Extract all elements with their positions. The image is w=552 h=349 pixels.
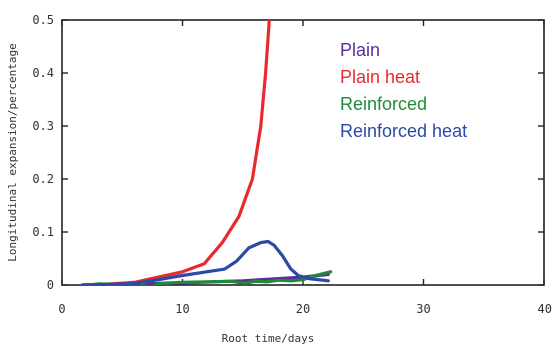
x-axis-title: Root time/days (222, 332, 315, 345)
y-tick-label: 0.1 (32, 225, 54, 239)
y-tick-label: 0.3 (32, 119, 54, 133)
x-tick-label: 10 (175, 302, 189, 316)
series-lines (80, 20, 333, 285)
x-tick-label: 20 (296, 302, 310, 316)
x-tick-label: 0 (58, 302, 65, 316)
y-axis-title: Longitudinal expansion/percentage (6, 43, 19, 262)
series-line-reinforced-heat (80, 239, 330, 285)
legend-label-reinforced-heat: Reinforced heat (340, 121, 467, 141)
y-tick-label: 0.5 (32, 13, 54, 27)
legend: Plain Plain heat Reinforced Reinforced heat (340, 40, 467, 141)
x-tick-label: 40 (538, 302, 552, 316)
legend-label-plain-heat: Plain heat (340, 67, 420, 87)
legend-label-reinforced: Reinforced (340, 94, 427, 114)
x-tick-label: 30 (416, 302, 430, 316)
y-tick-label: 0 (47, 278, 54, 292)
y-tick-label: 0.2 (32, 172, 54, 186)
y-axis-ticks: 0 0.1 0.2 0.3 0.4 0.5 (32, 13, 544, 292)
legend-label-plain: Plain (340, 40, 380, 60)
y-tick-label: 0.4 (32, 66, 54, 80)
